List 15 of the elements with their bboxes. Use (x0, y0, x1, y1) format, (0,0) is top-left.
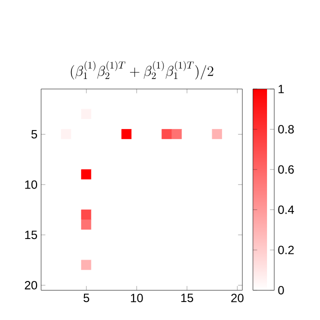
color-bar-label: 0.8 (278, 125, 294, 134)
color-bar-label: 1 (278, 84, 284, 94)
x-tick-label: 20 (231, 294, 244, 302)
x-tick-label: 10 (130, 294, 143, 302)
y-tick-label: 20 (24, 280, 38, 290)
y-tick-label: 15 (25, 230, 38, 240)
y-tick-label: 5 (31, 130, 38, 138)
y-tick-label: 10 (25, 180, 38, 189)
color-bar-label: 0.2 (278, 246, 294, 254)
color-bar-label: 0.6 (278, 165, 294, 174)
x-tick-label: 5 (84, 294, 90, 302)
x-tick-label: 15 (181, 294, 194, 302)
color-bar-label: 0.4 (278, 206, 294, 214)
color-bar-label: 0 (278, 286, 284, 294)
chart-title: $(\beta_1^{(1)}\beta_2^{(1)T}+\beta_2^{(1)}\beta_1^{(1)T})/2$ (70, 61, 214, 80)
